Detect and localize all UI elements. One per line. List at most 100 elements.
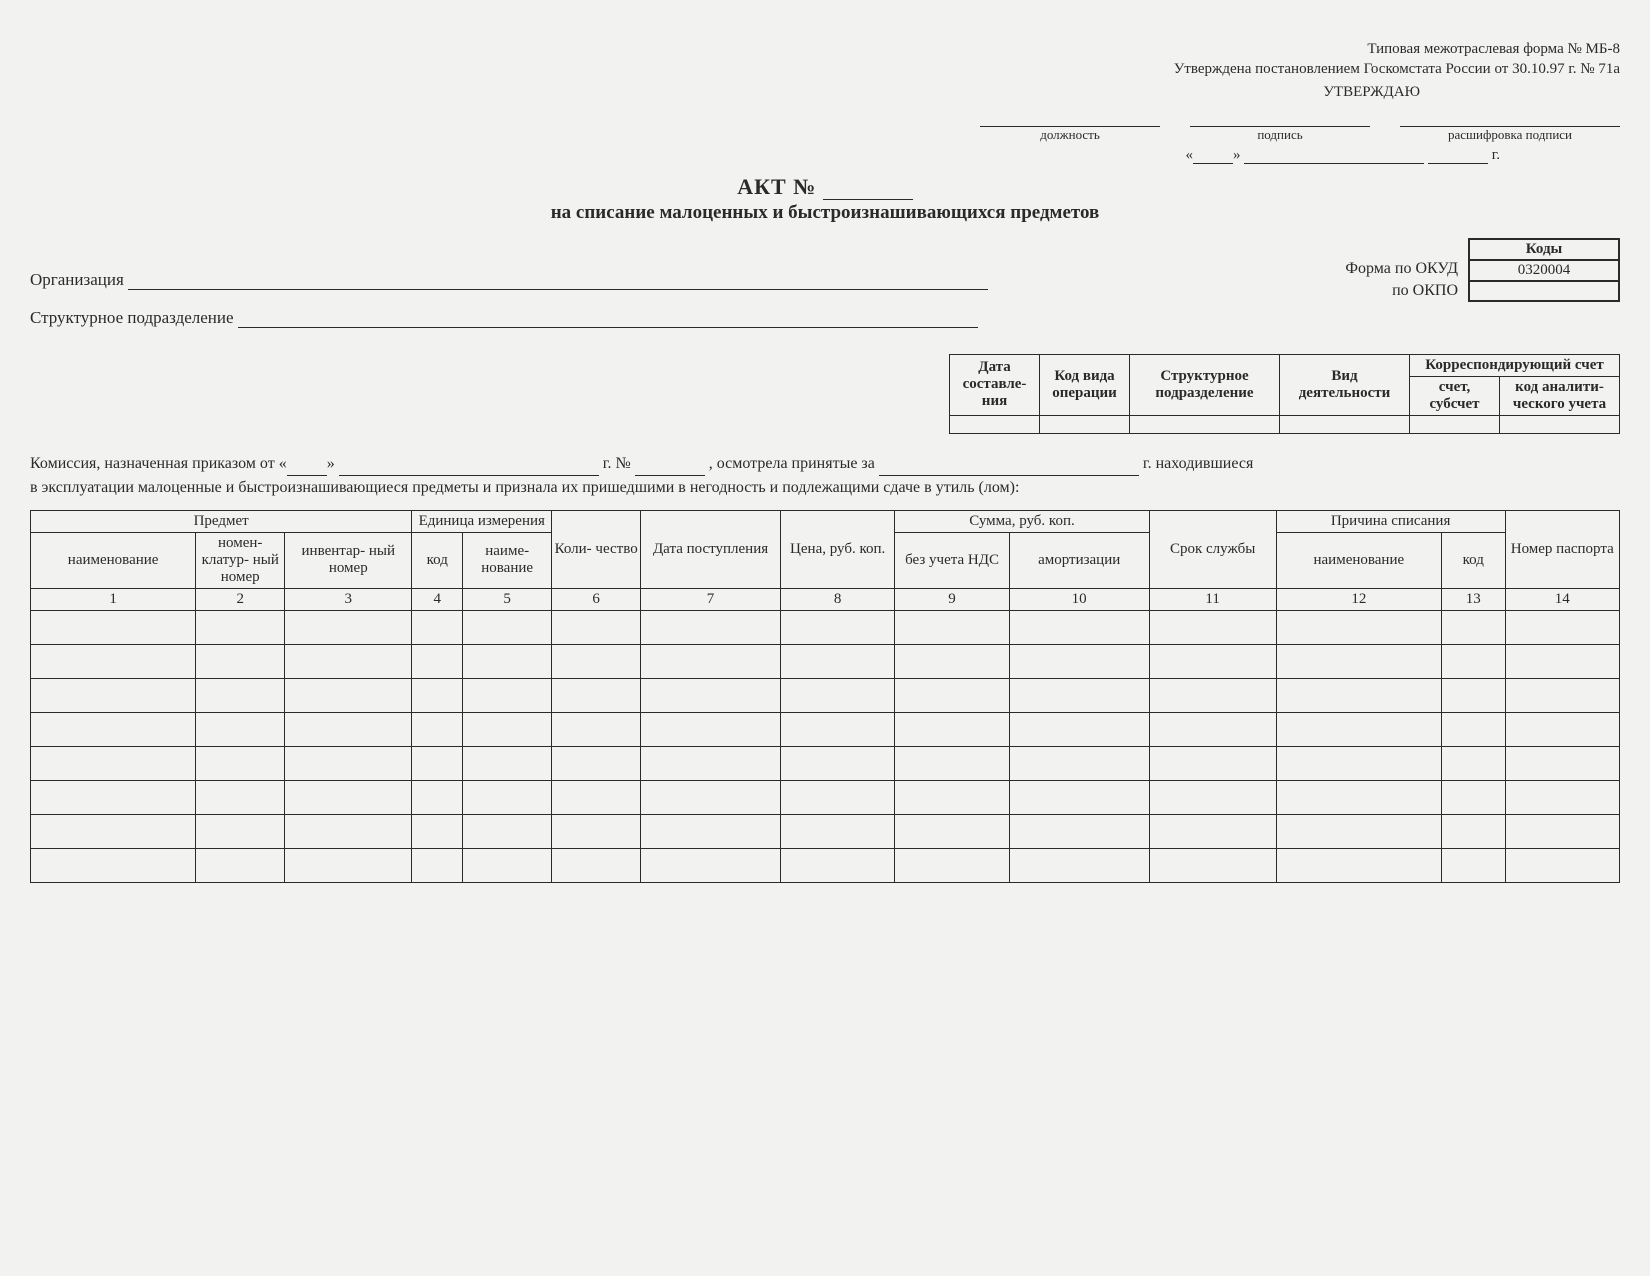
table-cell[interactable] <box>895 610 1009 644</box>
order-month[interactable] <box>339 475 599 476</box>
table-cell[interactable] <box>552 746 641 780</box>
table-cell[interactable] <box>1276 712 1441 746</box>
table-cell[interactable] <box>196 848 285 882</box>
table-cell[interactable] <box>780 746 894 780</box>
table-cell[interactable] <box>895 780 1009 814</box>
table-cell[interactable] <box>552 678 641 712</box>
table-cell[interactable] <box>895 712 1009 746</box>
table-cell[interactable] <box>412 848 463 882</box>
table-cell[interactable] <box>1441 610 1505 644</box>
table-cell[interactable] <box>641 678 781 712</box>
table-cell[interactable] <box>31 746 196 780</box>
meta-cell[interactable] <box>1130 415 1280 433</box>
table-cell[interactable] <box>31 814 196 848</box>
meta-cell[interactable] <box>1410 415 1500 433</box>
table-cell[interactable] <box>1441 712 1505 746</box>
table-cell[interactable] <box>641 746 781 780</box>
table-cell[interactable] <box>1149 610 1276 644</box>
org-input[interactable] <box>128 274 988 290</box>
table-cell[interactable] <box>196 780 285 814</box>
table-cell[interactable] <box>1441 780 1505 814</box>
table-cell[interactable] <box>1149 712 1276 746</box>
table-cell[interactable] <box>1009 780 1149 814</box>
table-cell[interactable] <box>285 848 412 882</box>
table-cell[interactable] <box>463 644 552 678</box>
table-cell[interactable] <box>1505 678 1620 712</box>
table-cell[interactable] <box>552 712 641 746</box>
position-line[interactable] <box>980 111 1160 127</box>
table-cell[interactable] <box>1149 746 1276 780</box>
table-cell[interactable] <box>285 712 412 746</box>
table-cell[interactable] <box>285 678 412 712</box>
meta-cell[interactable] <box>1280 415 1410 433</box>
table-cell[interactable] <box>1276 610 1441 644</box>
table-cell[interactable] <box>196 814 285 848</box>
table-cell[interactable] <box>895 814 1009 848</box>
act-number[interactable] <box>823 199 913 200</box>
table-cell[interactable] <box>31 610 196 644</box>
table-cell[interactable] <box>1276 644 1441 678</box>
table-cell[interactable] <box>780 644 894 678</box>
table-cell[interactable] <box>285 780 412 814</box>
table-cell[interactable] <box>31 644 196 678</box>
table-cell[interactable] <box>285 644 412 678</box>
table-cell[interactable] <box>412 712 463 746</box>
table-cell[interactable] <box>1505 644 1620 678</box>
table-cell[interactable] <box>1009 746 1149 780</box>
table-cell[interactable] <box>1009 610 1149 644</box>
table-cell[interactable] <box>463 848 552 882</box>
table-cell[interactable] <box>780 610 894 644</box>
table-cell[interactable] <box>1276 746 1441 780</box>
table-cell[interactable] <box>1505 746 1620 780</box>
table-cell[interactable] <box>196 712 285 746</box>
table-cell[interactable] <box>780 678 894 712</box>
table-cell[interactable] <box>552 780 641 814</box>
table-cell[interactable] <box>463 780 552 814</box>
order-number[interactable] <box>635 475 705 476</box>
table-cell[interactable] <box>285 814 412 848</box>
table-cell[interactable] <box>1149 780 1276 814</box>
table-cell[interactable] <box>552 848 641 882</box>
table-cell[interactable] <box>895 848 1009 882</box>
table-cell[interactable] <box>285 746 412 780</box>
table-cell[interactable] <box>1441 814 1505 848</box>
table-cell[interactable] <box>641 780 781 814</box>
table-cell[interactable] <box>463 814 552 848</box>
order-day[interactable] <box>287 475 327 476</box>
table-cell[interactable] <box>1009 814 1149 848</box>
date-year[interactable] <box>1428 163 1488 164</box>
table-cell[interactable] <box>895 644 1009 678</box>
table-cell[interactable] <box>1149 678 1276 712</box>
table-cell[interactable] <box>1505 780 1620 814</box>
table-cell[interactable] <box>463 678 552 712</box>
table-cell[interactable] <box>1276 780 1441 814</box>
table-cell[interactable] <box>641 848 781 882</box>
table-cell[interactable] <box>31 848 196 882</box>
table-cell[interactable] <box>1505 610 1620 644</box>
table-cell[interactable] <box>895 678 1009 712</box>
table-cell[interactable] <box>641 814 781 848</box>
table-cell[interactable] <box>895 746 1009 780</box>
table-cell[interactable] <box>1149 644 1276 678</box>
table-cell[interactable] <box>1149 814 1276 848</box>
table-cell[interactable] <box>463 610 552 644</box>
table-cell[interactable] <box>31 678 196 712</box>
meta-cell[interactable] <box>950 415 1040 433</box>
table-cell[interactable] <box>780 814 894 848</box>
table-cell[interactable] <box>1441 746 1505 780</box>
table-cell[interactable] <box>1009 712 1149 746</box>
table-cell[interactable] <box>412 644 463 678</box>
table-cell[interactable] <box>412 746 463 780</box>
period[interactable] <box>879 475 1139 476</box>
table-cell[interactable] <box>1505 848 1620 882</box>
table-cell[interactable] <box>463 712 552 746</box>
table-cell[interactable] <box>1276 814 1441 848</box>
table-cell[interactable] <box>1009 848 1149 882</box>
table-cell[interactable] <box>1505 712 1620 746</box>
table-cell[interactable] <box>641 610 781 644</box>
signature-line[interactable] <box>1190 111 1370 127</box>
table-cell[interactable] <box>463 746 552 780</box>
table-cell[interactable] <box>412 780 463 814</box>
table-cell[interactable] <box>1276 848 1441 882</box>
table-cell[interactable] <box>552 644 641 678</box>
